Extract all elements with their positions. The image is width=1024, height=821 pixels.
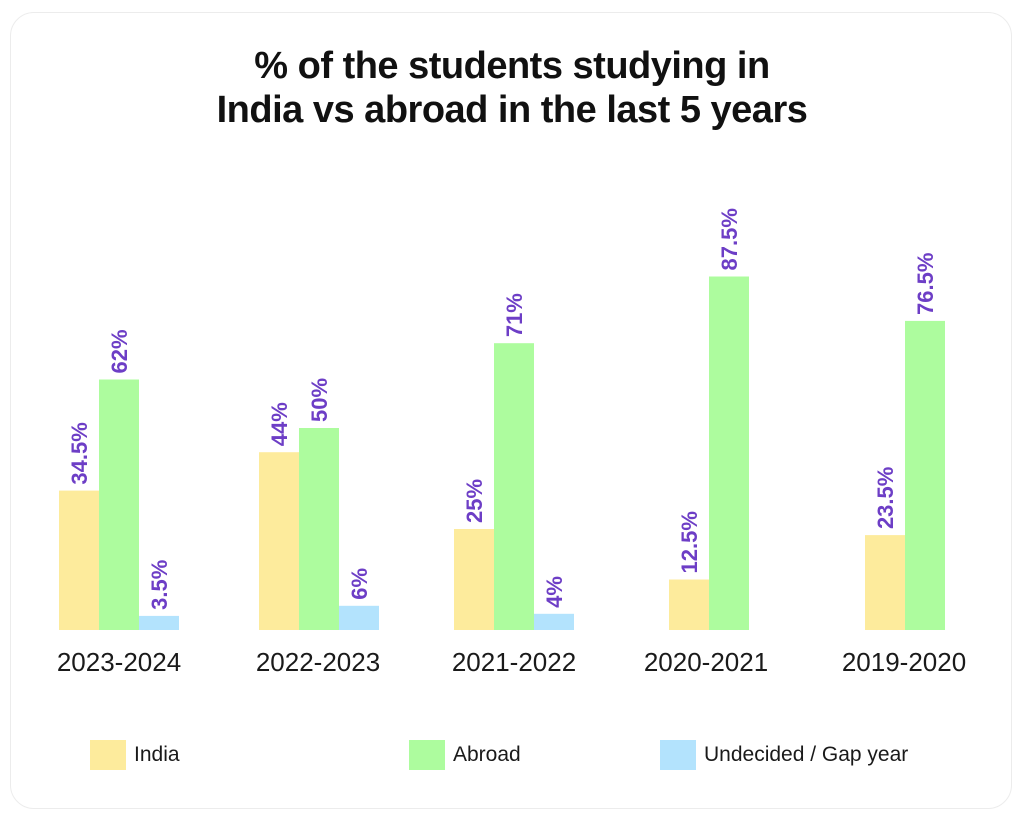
bar-group-2023-2024: 34.5% 62% 3.5% xyxy=(59,329,179,630)
legend-swatch-undecided xyxy=(660,740,696,770)
bar-india-2020-2021 xyxy=(669,579,709,630)
bar-undecided-gap-year-2023-2024 xyxy=(139,615,179,630)
bar-group-2019-2020: 23.5% 76.5% xyxy=(865,253,945,630)
data-label-abroad-2023-2024: 62% xyxy=(107,329,132,373)
data-label-india-2023-2024: 34.5% xyxy=(67,422,92,484)
bar-abroad-2023-2024 xyxy=(99,379,139,630)
bar-undecided-gap-year-2021-2022 xyxy=(534,613,574,630)
data-label-undecided-gap-year-2021-2022: 4% xyxy=(542,576,567,608)
data-label-abroad-2019-2020: 76.5% xyxy=(913,253,938,315)
chart-title-line-2: India vs abroad in the last 5 years xyxy=(216,89,808,131)
data-label-india-2020-2021: 12.5% xyxy=(677,511,702,573)
data-label-undecided-gap-year-2023-2024: 3.5% xyxy=(147,560,172,610)
data-label-abroad-2020-2021: 87.5% xyxy=(717,208,742,270)
bar-group-2022-2023: 44% 50% 6% xyxy=(259,378,379,630)
legend-swatch-abroad xyxy=(409,740,445,770)
legend-label-undecided: Undecided / Gap year xyxy=(704,743,909,766)
bar-abroad-2019-2020 xyxy=(905,320,945,630)
data-label-undecided-gap-year-2022-2023: 6% xyxy=(347,568,372,600)
legend-item-abroad: Abroad xyxy=(409,738,521,772)
x-tick-label-2020-2021: 2020-2021 xyxy=(644,647,768,677)
legend-label-india: India xyxy=(134,743,180,766)
bar-group-2021-2022: 25% 71% 4% xyxy=(454,293,574,630)
legend-label-abroad: Abroad xyxy=(453,743,521,766)
chart-title: % of the students studying in India vs a… xyxy=(0,44,1024,132)
data-label-india-2019-2020: 23.5% xyxy=(873,467,898,529)
data-label-india-2021-2022: 25% xyxy=(462,479,487,523)
legend-item-india: India xyxy=(90,738,180,772)
bar-india-2023-2024 xyxy=(59,490,99,630)
bar-india-2019-2020 xyxy=(865,535,905,630)
legend-item-undecided: Undecided / Gap year xyxy=(660,738,908,772)
bar-abroad-2022-2023 xyxy=(299,428,339,630)
x-tick-label-2023-2024: 2023-2024 xyxy=(57,647,181,677)
x-tick-label-2021-2022: 2021-2022 xyxy=(452,647,576,677)
bar-group-2020-2021: 12.5% 87.5% xyxy=(669,208,749,630)
x-tick-label-2022-2023: 2022-2023 xyxy=(256,647,380,677)
chart-title-line-1: % of the students studying in xyxy=(254,45,770,87)
bar-undecided-gap-year-2022-2023 xyxy=(339,605,379,630)
legend-swatch-india xyxy=(90,740,126,770)
bar-abroad-2020-2021 xyxy=(709,276,749,630)
x-tick-label-2019-2020: 2019-2020 xyxy=(842,647,966,677)
data-label-abroad-2021-2022: 71% xyxy=(502,293,527,337)
bar-india-2022-2023 xyxy=(259,452,299,630)
data-label-india-2022-2023: 44% xyxy=(267,402,292,446)
bar-abroad-2021-2022 xyxy=(494,343,534,630)
data-label-abroad-2022-2023: 50% xyxy=(307,378,332,422)
bar-india-2021-2022 xyxy=(454,529,494,630)
